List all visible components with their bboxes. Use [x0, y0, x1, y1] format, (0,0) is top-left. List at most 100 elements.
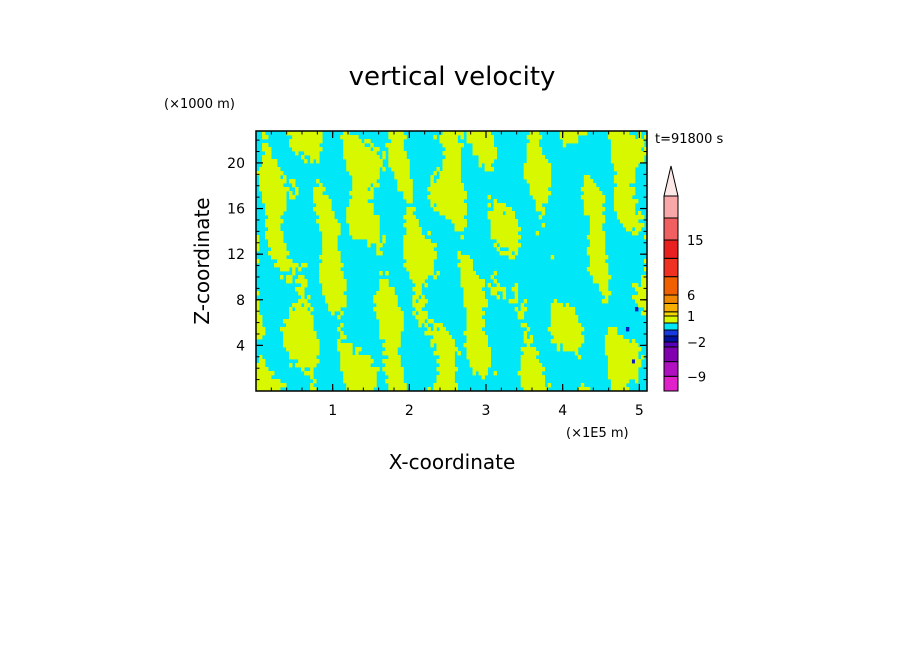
field-cell	[535, 179, 540, 184]
field-cell	[616, 171, 621, 176]
field-cell	[418, 243, 422, 248]
field-cell	[349, 191, 353, 196]
field-cell	[580, 187, 585, 192]
field-cell	[313, 351, 317, 356]
field-cell	[286, 347, 290, 352]
field-cell	[346, 343, 350, 348]
field-cell	[478, 331, 482, 336]
field-cell	[394, 379, 398, 384]
field-cell	[589, 191, 594, 196]
field-cell	[277, 167, 281, 172]
field-cell	[529, 359, 534, 364]
field-cell	[304, 319, 308, 324]
field-cell	[619, 155, 624, 160]
field-cell	[265, 171, 269, 176]
field-cell	[295, 351, 299, 356]
field-cell	[325, 275, 329, 280]
field-cell	[535, 159, 540, 164]
field-cell	[616, 359, 621, 364]
field-cell	[259, 327, 263, 332]
field-cell	[448, 363, 452, 368]
field-cell	[328, 247, 332, 252]
field-cell	[397, 335, 401, 340]
field-cell	[388, 307, 392, 312]
field-cell	[472, 151, 476, 156]
field-cell	[355, 179, 359, 184]
field-cell	[478, 139, 482, 144]
field-cell	[364, 171, 368, 176]
field-cell	[331, 267, 335, 272]
field-cell	[637, 215, 642, 220]
field-cell	[601, 279, 606, 284]
field-cell	[304, 359, 308, 364]
field-cell	[631, 175, 636, 180]
field-cell	[625, 207, 630, 212]
field-cell	[349, 227, 353, 232]
field-cell	[466, 299, 470, 304]
field-cell	[310, 347, 314, 352]
field-cell	[370, 359, 374, 364]
field-cell	[265, 151, 269, 156]
field-cell	[502, 231, 507, 236]
field-cell	[562, 343, 567, 348]
field-cell	[505, 207, 510, 212]
field-cell	[355, 151, 359, 156]
field-cell	[574, 135, 579, 140]
field-cell	[265, 379, 269, 384]
field-cell	[475, 331, 479, 336]
field-cell	[352, 207, 356, 212]
field-cell	[535, 387, 540, 391]
field-cell	[343, 135, 347, 140]
field-cell	[631, 343, 636, 348]
field-cell	[262, 135, 266, 140]
field-cell	[439, 139, 443, 144]
field-cell	[325, 223, 329, 228]
field-cell	[286, 335, 290, 340]
field-cell	[442, 339, 446, 344]
field-cell	[454, 347, 458, 352]
field-cell	[475, 131, 479, 136]
field-cell	[334, 227, 338, 232]
field-cell	[292, 303, 296, 308]
field-cell	[616, 159, 621, 164]
field-cell	[481, 159, 485, 164]
field-cell	[631, 179, 636, 184]
field-cell	[631, 347, 636, 352]
field-cell	[340, 295, 344, 300]
field-cell	[484, 155, 488, 160]
field-cell	[628, 355, 633, 360]
field-cell	[586, 247, 591, 252]
field-cell	[325, 255, 329, 260]
field-cell	[466, 263, 470, 268]
field-cell	[451, 183, 455, 188]
field-cell	[274, 207, 278, 212]
field-cell	[355, 159, 359, 164]
field-cell	[619, 371, 624, 376]
field-cell	[259, 371, 263, 376]
field-cell	[529, 183, 534, 188]
field-cell	[334, 283, 338, 288]
field-cell	[379, 243, 383, 248]
field-cell	[289, 263, 293, 268]
field-cell	[451, 179, 455, 184]
field-cell	[400, 183, 404, 188]
field-cell	[541, 175, 546, 180]
field-cell	[304, 355, 308, 360]
field-cell	[583, 179, 588, 184]
field-cell	[478, 323, 482, 328]
field-cell	[451, 167, 455, 172]
field-cell	[421, 319, 425, 324]
field-cell	[484, 355, 488, 360]
colorbar-segment	[663, 302, 679, 313]
field-cell	[334, 243, 338, 248]
field-cell	[460, 191, 464, 196]
field-cell	[625, 359, 630, 364]
field-cell	[331, 231, 335, 236]
field-cell	[388, 151, 392, 156]
field-cell	[358, 211, 362, 216]
field-cell	[388, 375, 392, 380]
field-cell	[373, 299, 377, 304]
field-cell	[325, 235, 329, 240]
field-cell	[451, 143, 455, 148]
field-cell	[643, 311, 647, 316]
